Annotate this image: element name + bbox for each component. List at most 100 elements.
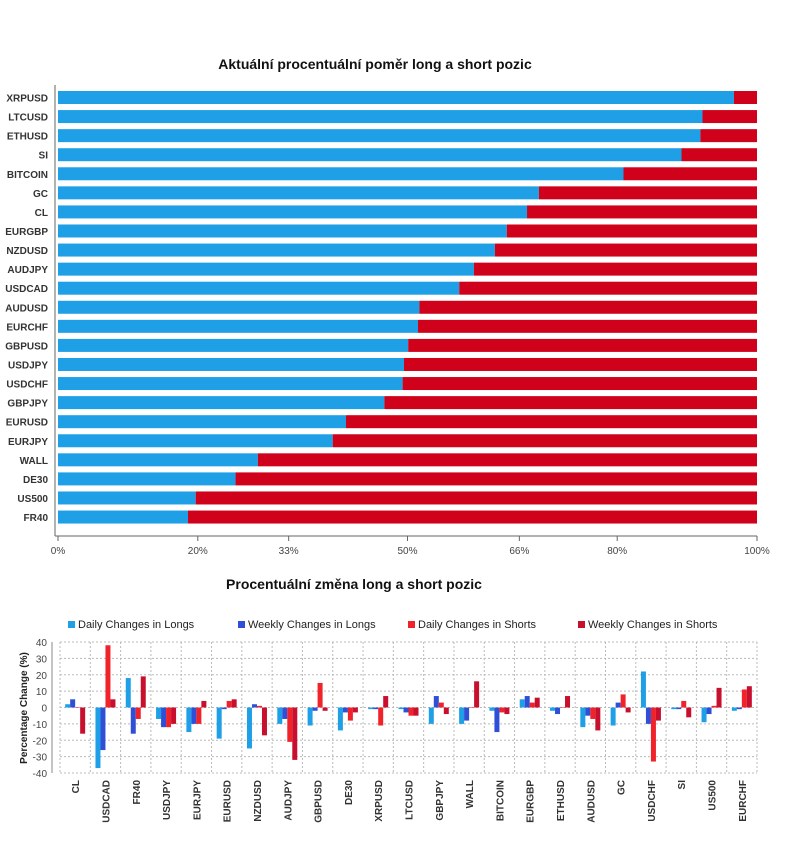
x-tick-label: 100% <box>744 546 770 557</box>
bar-long-usdjpy <box>58 357 405 371</box>
bar-daily-shorts-audjpy <box>287 707 293 742</box>
bar-weekly-shorts-usdcad <box>110 699 116 708</box>
bar-short-de30 <box>235 472 757 486</box>
bar-daily-shorts-gbpusd <box>317 682 323 708</box>
bar-weekly-longs-wall <box>464 707 470 721</box>
legend-swatch <box>578 621 585 628</box>
bar-long-gbpjpy <box>58 396 385 410</box>
bar-weekly-longs-eurusd <box>221 707 227 710</box>
bar-daily-shorts-usdcad <box>105 645 111 708</box>
bar-daily-longs-eurusd <box>216 707 222 739</box>
bar-daily-longs-usdcad <box>95 707 101 769</box>
category-label: XRPUSD <box>374 780 385 822</box>
bar-short-wall <box>257 453 757 467</box>
y-tick-label: -20 <box>33 736 48 747</box>
bar-weekly-longs-us500 <box>706 707 712 715</box>
category-label: USDCAD <box>5 284 48 295</box>
bar-long-xrpusd <box>58 91 734 104</box>
y-tick-label: 10 <box>36 687 48 698</box>
bar-weekly-longs-ethusd <box>555 707 561 715</box>
y-tick-label: -10 <box>33 720 48 731</box>
category-label: EURUSD <box>223 780 234 822</box>
bar-weekly-longs-bitcoin <box>494 707 500 733</box>
bar-weekly-shorts-gc <box>625 707 631 713</box>
bar-daily-longs-bitcoin <box>489 707 495 711</box>
y-tick-label: 40 <box>36 638 48 649</box>
bar-weekly-longs-usdjpy <box>161 707 167 728</box>
bar-daily-longs-ethusd <box>550 707 556 711</box>
bar-daily-shorts-usdjpy <box>166 707 172 728</box>
bar-daily-shorts-us500 <box>711 705 717 708</box>
bar-weekly-shorts-eurchf <box>746 686 752 708</box>
bar-weekly-shorts-fr40 <box>140 676 146 708</box>
bar-weekly-longs-gbpjpy <box>433 696 439 708</box>
bar-weekly-shorts-de30 <box>352 707 358 713</box>
y-tick-label: 30 <box>36 654 48 665</box>
bar-weekly-longs-eurgbp <box>524 696 530 708</box>
category-label: WALL <box>465 780 476 808</box>
bar-weekly-longs-usdcad <box>100 707 106 751</box>
bar-short-si <box>681 148 757 162</box>
bar-long-eurjpy <box>58 434 333 448</box>
bar-short-audusd <box>419 300 757 314</box>
bar-short-fr40 <box>188 510 757 524</box>
bar-daily-longs-fr40 <box>125 678 131 708</box>
bar-long-us500 <box>58 491 196 505</box>
legend-label: Daily Changes in Shorts <box>418 619 537 631</box>
bar-daily-longs-us500 <box>701 707 707 723</box>
bar-short-ltcusd <box>702 110 757 124</box>
bar-long-si <box>58 148 682 162</box>
category-label: US500 <box>17 494 48 505</box>
bar-daily-longs-ltcusd <box>398 707 404 710</box>
y-axis-label: Percentage Change (%) <box>19 652 30 764</box>
bar-weekly-longs-xrpusd <box>373 707 379 710</box>
chart-title: Procentuální změna long a short pozic <box>226 576 482 592</box>
category-label: FR40 <box>24 513 49 524</box>
bar-weekly-longs-cl <box>70 699 76 708</box>
category-label: EURJPY <box>192 780 203 820</box>
category-label: WALL <box>20 456 48 467</box>
bar-daily-longs-cl <box>65 704 71 708</box>
x-tick-label: 66% <box>509 546 529 557</box>
bar-daily-shorts-fr40 <box>135 707 141 719</box>
bar-weekly-shorts-nzdusd <box>261 707 267 736</box>
bar-short-xrpusd <box>733 91 757 104</box>
category-label: FR40 <box>132 780 143 805</box>
bar-long-wall <box>58 453 258 467</box>
bar-daily-longs-gbpusd <box>307 707 313 726</box>
bar-short-nzdusd <box>494 243 757 257</box>
bar-long-eurchf <box>58 319 418 333</box>
bar-long-audusd <box>58 300 420 314</box>
bar-short-eurjpy <box>332 434 757 448</box>
category-label: USDCHF <box>6 380 48 391</box>
bar-weekly-longs-de30 <box>342 707 348 713</box>
legend-label: Weekly Changes in Longs <box>248 619 376 631</box>
bar-long-ethusd <box>58 129 701 143</box>
bar-long-usdchf <box>58 377 403 391</box>
category-label: EURCHF <box>6 322 48 333</box>
bar-daily-shorts-gbpjpy <box>438 702 444 708</box>
category-label: GC <box>33 189 48 200</box>
bar-long-gbpusd <box>58 338 409 352</box>
bar-short-eurusd <box>345 415 757 429</box>
bar-short-us500 <box>195 491 757 505</box>
x-tick-label: 20% <box>188 546 208 557</box>
bar-weekly-shorts-usdchf <box>655 707 661 721</box>
bar-daily-shorts-wall <box>469 707 475 708</box>
bar-daily-longs-wall <box>459 707 465 724</box>
category-label: EURGBP <box>5 227 48 238</box>
legend-label: Weekly Changes in Shorts <box>588 619 718 631</box>
bar-daily-shorts-ethusd <box>560 707 566 708</box>
bar-short-cl <box>527 205 757 219</box>
bar-weekly-longs-usdchf <box>645 707 651 724</box>
bar-weekly-longs-audjpy <box>282 707 288 719</box>
category-label: CL <box>71 780 82 793</box>
category-label: AUDJPY <box>7 265 48 276</box>
category-label: LTCUSD <box>8 113 48 124</box>
category-label: US500 <box>708 780 719 811</box>
bar-daily-longs-eurjpy <box>186 707 192 733</box>
bar-weekly-shorts-usdjpy <box>171 707 177 724</box>
category-label: GBPJPY <box>435 780 446 821</box>
bar-short-ethusd <box>700 129 757 143</box>
bar-short-audjpy <box>473 262 757 276</box>
